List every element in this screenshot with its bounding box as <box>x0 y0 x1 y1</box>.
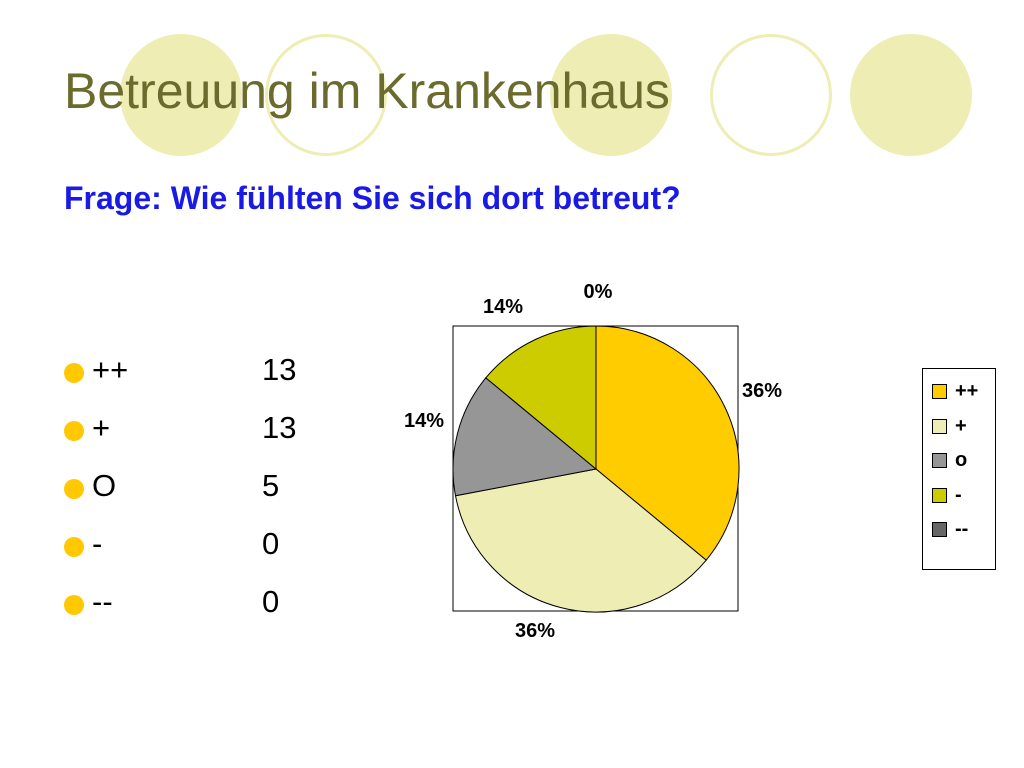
legend-item: -- <box>932 519 995 554</box>
bullet-value: 0 <box>262 584 280 619</box>
legend-label: + <box>955 414 967 437</box>
legend-item: - <box>932 485 995 520</box>
bullet-dot-icon <box>64 363 84 383</box>
page-title: Betreuung im Krankenhaus <box>64 63 670 119</box>
bullet-value: 13 <box>262 410 297 445</box>
pie-data-label: 36% <box>515 620 555 642</box>
decorative-ring <box>265 34 387 156</box>
list-item: ++ 13 <box>64 352 296 410</box>
bullet-dot-icon <box>64 421 84 441</box>
legend-label: -- <box>955 518 969 540</box>
list-item: O 5 <box>64 468 296 526</box>
bullet-value: 13 <box>262 352 297 387</box>
list-item: + 13 <box>64 410 296 468</box>
legend-item: + <box>932 416 995 451</box>
bullet-label: -- <box>92 584 113 619</box>
pie-slice-2 <box>454 468 707 613</box>
pie-data-label: 36% <box>742 380 782 402</box>
pie-data-label: 0% <box>584 281 613 303</box>
bullet-dot-icon <box>64 537 84 557</box>
chart-legend: ++ + o - -- <box>922 368 996 570</box>
pie-data-label: 14% <box>404 410 444 432</box>
bullet-value: 5 <box>262 468 280 503</box>
pie-slices <box>452 325 740 613</box>
pie-data-label: 14% <box>483 296 523 318</box>
bullet-label: ++ <box>92 352 129 387</box>
decorative-circle <box>550 34 672 156</box>
legend-label: o <box>955 449 968 471</box>
legend-swatch <box>932 522 947 537</box>
bullet-label: + <box>92 410 111 445</box>
pie-slice-4 <box>485 325 597 471</box>
bullet-label: - <box>92 526 103 561</box>
legend-label: ++ <box>955 380 979 402</box>
bullet-dot-icon <box>64 595 84 615</box>
pie-slice-1 <box>595 325 740 561</box>
bullet-label: O <box>92 468 117 503</box>
legend-swatch <box>932 418 947 434</box>
bullet-list: ++ 13 + 13 O 5 - 0 -- 0 <box>64 352 296 642</box>
decorative-circle <box>120 34 242 156</box>
legend-item: o <box>932 450 995 485</box>
pie-slice-3 <box>452 377 598 497</box>
legend-swatch <box>932 384 947 399</box>
legend-label: - <box>955 483 962 506</box>
legend-swatch <box>932 487 947 503</box>
list-item: -- 0 <box>64 584 296 642</box>
list-item: - 0 <box>64 526 296 584</box>
decorative-circle <box>850 34 972 156</box>
decorative-ring <box>710 34 832 156</box>
legend-item: ++ <box>932 381 995 416</box>
bullet-dot-icon <box>64 479 84 499</box>
bullet-value: 0 <box>262 526 280 561</box>
legend-swatch <box>932 453 947 468</box>
subtitle: Frage: Wie fühlten Sie sich dort betreut… <box>64 180 681 216</box>
pie-data-labels: 36% 36% 14% 14% 0% <box>404 281 782 642</box>
